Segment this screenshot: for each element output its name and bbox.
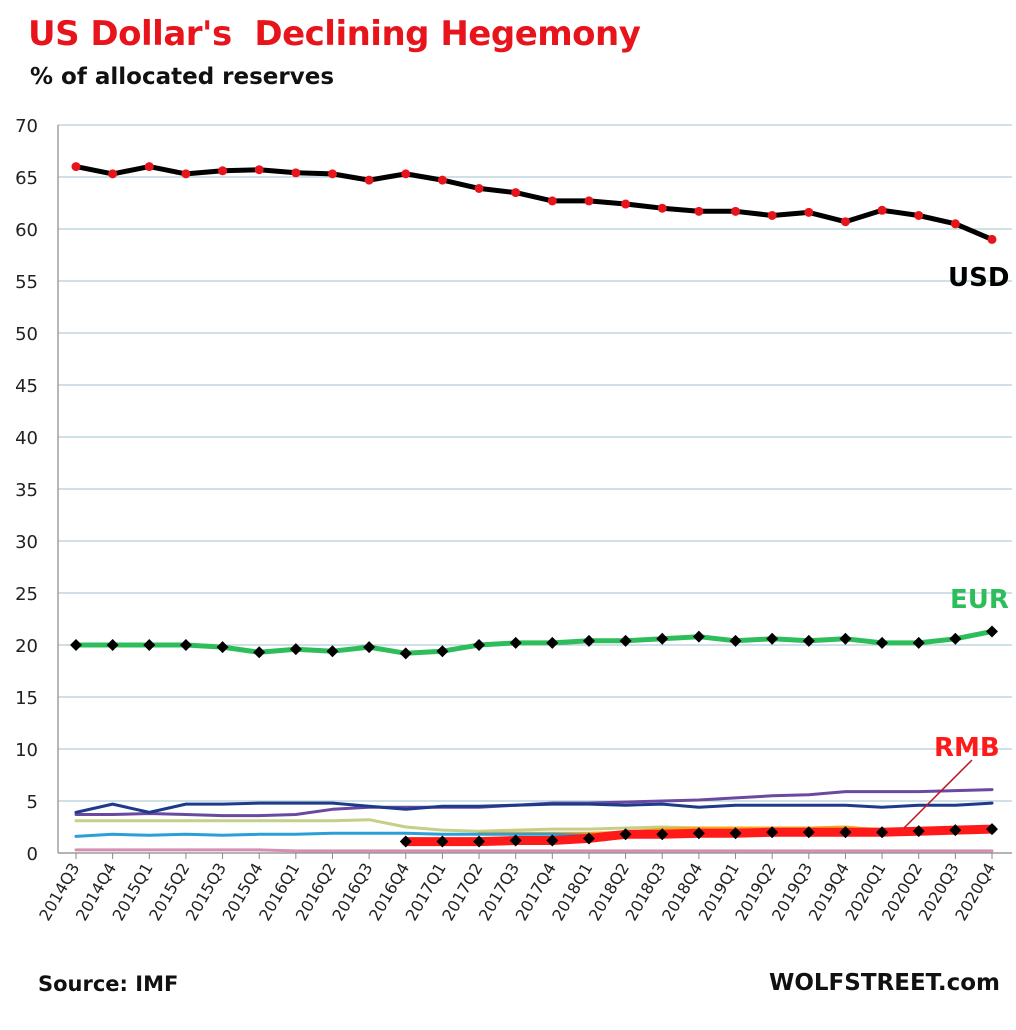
y-tick-label: 30 (15, 532, 38, 553)
data-point-usd (181, 169, 191, 179)
data-point-eur (509, 636, 522, 649)
data-point-rmb (986, 823, 998, 836)
data-point-usd (327, 169, 337, 179)
data-point-rmb (473, 835, 486, 848)
data-point-eur (766, 632, 779, 645)
data-point-usd (987, 234, 997, 244)
series-line-other-navy (74, 801, 994, 814)
data-point-usd (767, 210, 777, 220)
data-point-eur (986, 625, 998, 638)
source-note: Source: IMF (38, 972, 179, 996)
y-tick-label: 40 (15, 428, 38, 449)
series-line-other-pink (74, 848, 994, 853)
chart-subtitle: % of allocated reserves (30, 64, 335, 90)
data-point-eur (619, 634, 632, 647)
data-point-rmb (876, 826, 889, 839)
data-point-eur (656, 632, 669, 645)
data-point-eur (363, 641, 376, 654)
data-point-eur (289, 643, 302, 656)
data-point-usd (584, 196, 594, 206)
data-point-rmb (509, 834, 522, 847)
data-point-eur (70, 639, 82, 651)
data-point-rmb (839, 826, 852, 839)
data-point-usd (657, 203, 667, 213)
data-point-usd (474, 183, 484, 193)
series-line-usd (73, 164, 995, 242)
data-point-rmb (546, 834, 559, 847)
data-point-rmb (949, 824, 962, 837)
data-point-usd (144, 162, 154, 172)
data-point-usd (254, 165, 264, 175)
y-tick-label: 0 (27, 844, 38, 865)
data-point-usd (218, 166, 228, 176)
y-tick-label: 20 (15, 636, 38, 657)
series-line-eur (73, 629, 995, 656)
data-point-usd (437, 175, 447, 185)
data-point-rmb (399, 835, 412, 848)
data-point-rmb (619, 828, 632, 841)
data-point-usd (364, 175, 374, 185)
y-tick-label: 35 (15, 480, 38, 501)
data-point-rmb (766, 826, 779, 839)
data-point-eur (582, 634, 595, 647)
data-point-usd (840, 217, 850, 227)
data-point-eur (399, 647, 412, 660)
data-point-eur (546, 636, 559, 649)
y-tick-label: 70 (15, 116, 38, 137)
data-point-eur (802, 634, 815, 647)
y-tick-label: 60 (15, 220, 38, 241)
y-tick-label: 10 (15, 740, 38, 761)
y-tick-label: 55 (15, 272, 38, 293)
y-tick-label: 50 (15, 324, 38, 345)
data-point-rmb (436, 835, 449, 848)
data-point-usd (108, 169, 118, 179)
data-point-eur (876, 636, 889, 649)
data-point-eur (949, 632, 962, 645)
data-point-eur (216, 641, 229, 654)
data-point-usd (731, 206, 741, 216)
data-point-usd (291, 168, 301, 178)
chart-title: US Dollar's Declining Hegemony (28, 14, 641, 54)
y-tick-label: 25 (15, 584, 38, 605)
data-point-eur (839, 632, 852, 645)
data-point-eur (473, 639, 486, 651)
y-tick-label: 15 (15, 688, 38, 709)
series-label-eur: EUR (950, 585, 1009, 615)
data-point-usd (401, 169, 411, 179)
y-tick-label: 45 (15, 376, 38, 397)
series-label-rmb: RMB (934, 733, 1000, 763)
data-point-rmb (582, 832, 595, 845)
data-point-eur (106, 639, 119, 651)
data-point-usd (71, 162, 81, 172)
brand-watermark: WOLFSTREET.com (768, 970, 1000, 996)
data-point-eur (179, 639, 192, 651)
series-label-usd: USD (948, 263, 1009, 293)
data-point-rmb (692, 827, 705, 840)
y-tick-label: 65 (15, 168, 38, 189)
data-point-usd (877, 205, 887, 215)
data-point-usd (511, 188, 521, 198)
data-point-usd (914, 210, 924, 220)
y-tick-label: 5 (27, 792, 38, 813)
rmb-leader-line (903, 759, 973, 829)
data-point-eur (253, 646, 266, 659)
data-point-eur (143, 639, 156, 651)
data-point-usd (694, 206, 704, 216)
data-point-usd (804, 207, 814, 217)
data-point-eur (692, 630, 705, 643)
data-point-rmb (912, 825, 925, 838)
data-point-usd (547, 196, 557, 206)
data-point-eur (326, 645, 339, 658)
data-point-usd (950, 219, 960, 229)
data-point-eur (436, 645, 449, 658)
data-point-eur (912, 636, 925, 649)
data-point-rmb (729, 827, 742, 840)
data-point-rmb (656, 828, 669, 841)
data-point-usd (621, 199, 631, 209)
data-point-eur (729, 634, 742, 647)
data-point-rmb (802, 826, 815, 839)
